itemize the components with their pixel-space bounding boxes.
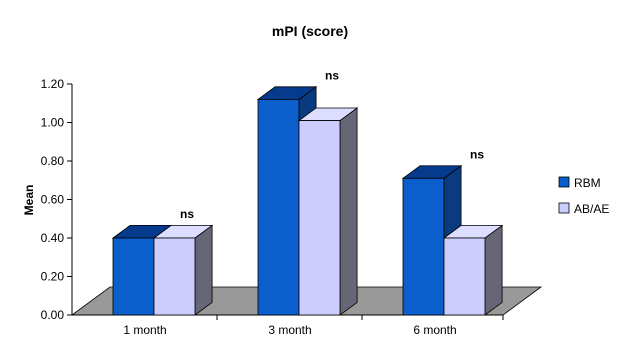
y-tick-label: 0.60 [41, 193, 65, 207]
x-tick-label: 1 month [123, 323, 166, 337]
bar-front-face [298, 120, 341, 316]
bar-ab-ae-2 [297, 107, 359, 316]
bar-front-face [257, 99, 300, 316]
bar-side-face [484, 224, 503, 316]
y-tick-label: 0.80 [41, 154, 65, 168]
y-tick-label: 1.00 [41, 116, 65, 130]
x-tick-label: 6 month [413, 323, 456, 337]
y-tick-label: 0.40 [41, 231, 65, 245]
legend-swatch [558, 202, 570, 214]
bar-front-face [112, 237, 155, 316]
chart-title: mPI (score) [272, 23, 348, 39]
y-tick-label: 0.20 [41, 270, 65, 284]
bar-side-face [194, 224, 213, 316]
x-tick-label: 3 month [268, 323, 311, 337]
y-tick-label: 0.00 [41, 308, 65, 322]
legend-swatch [558, 176, 570, 188]
bar-ab-ae-1 [152, 224, 214, 316]
significance-label: ns [180, 207, 194, 221]
significance-label: ns [470, 147, 484, 161]
bar-front-face [402, 177, 445, 316]
y-tick-label: 1.20 [41, 77, 65, 91]
legend-label: RBM [574, 176, 601, 190]
bar-front-face [443, 237, 486, 316]
y-axis-label: Mean [22, 185, 36, 216]
bar-ab-ae-3 [442, 224, 504, 316]
bar-side-face [339, 107, 358, 316]
significance-label: ns [325, 68, 339, 82]
legend-label: AB/AE [574, 202, 609, 216]
bar-front-face [153, 237, 196, 316]
